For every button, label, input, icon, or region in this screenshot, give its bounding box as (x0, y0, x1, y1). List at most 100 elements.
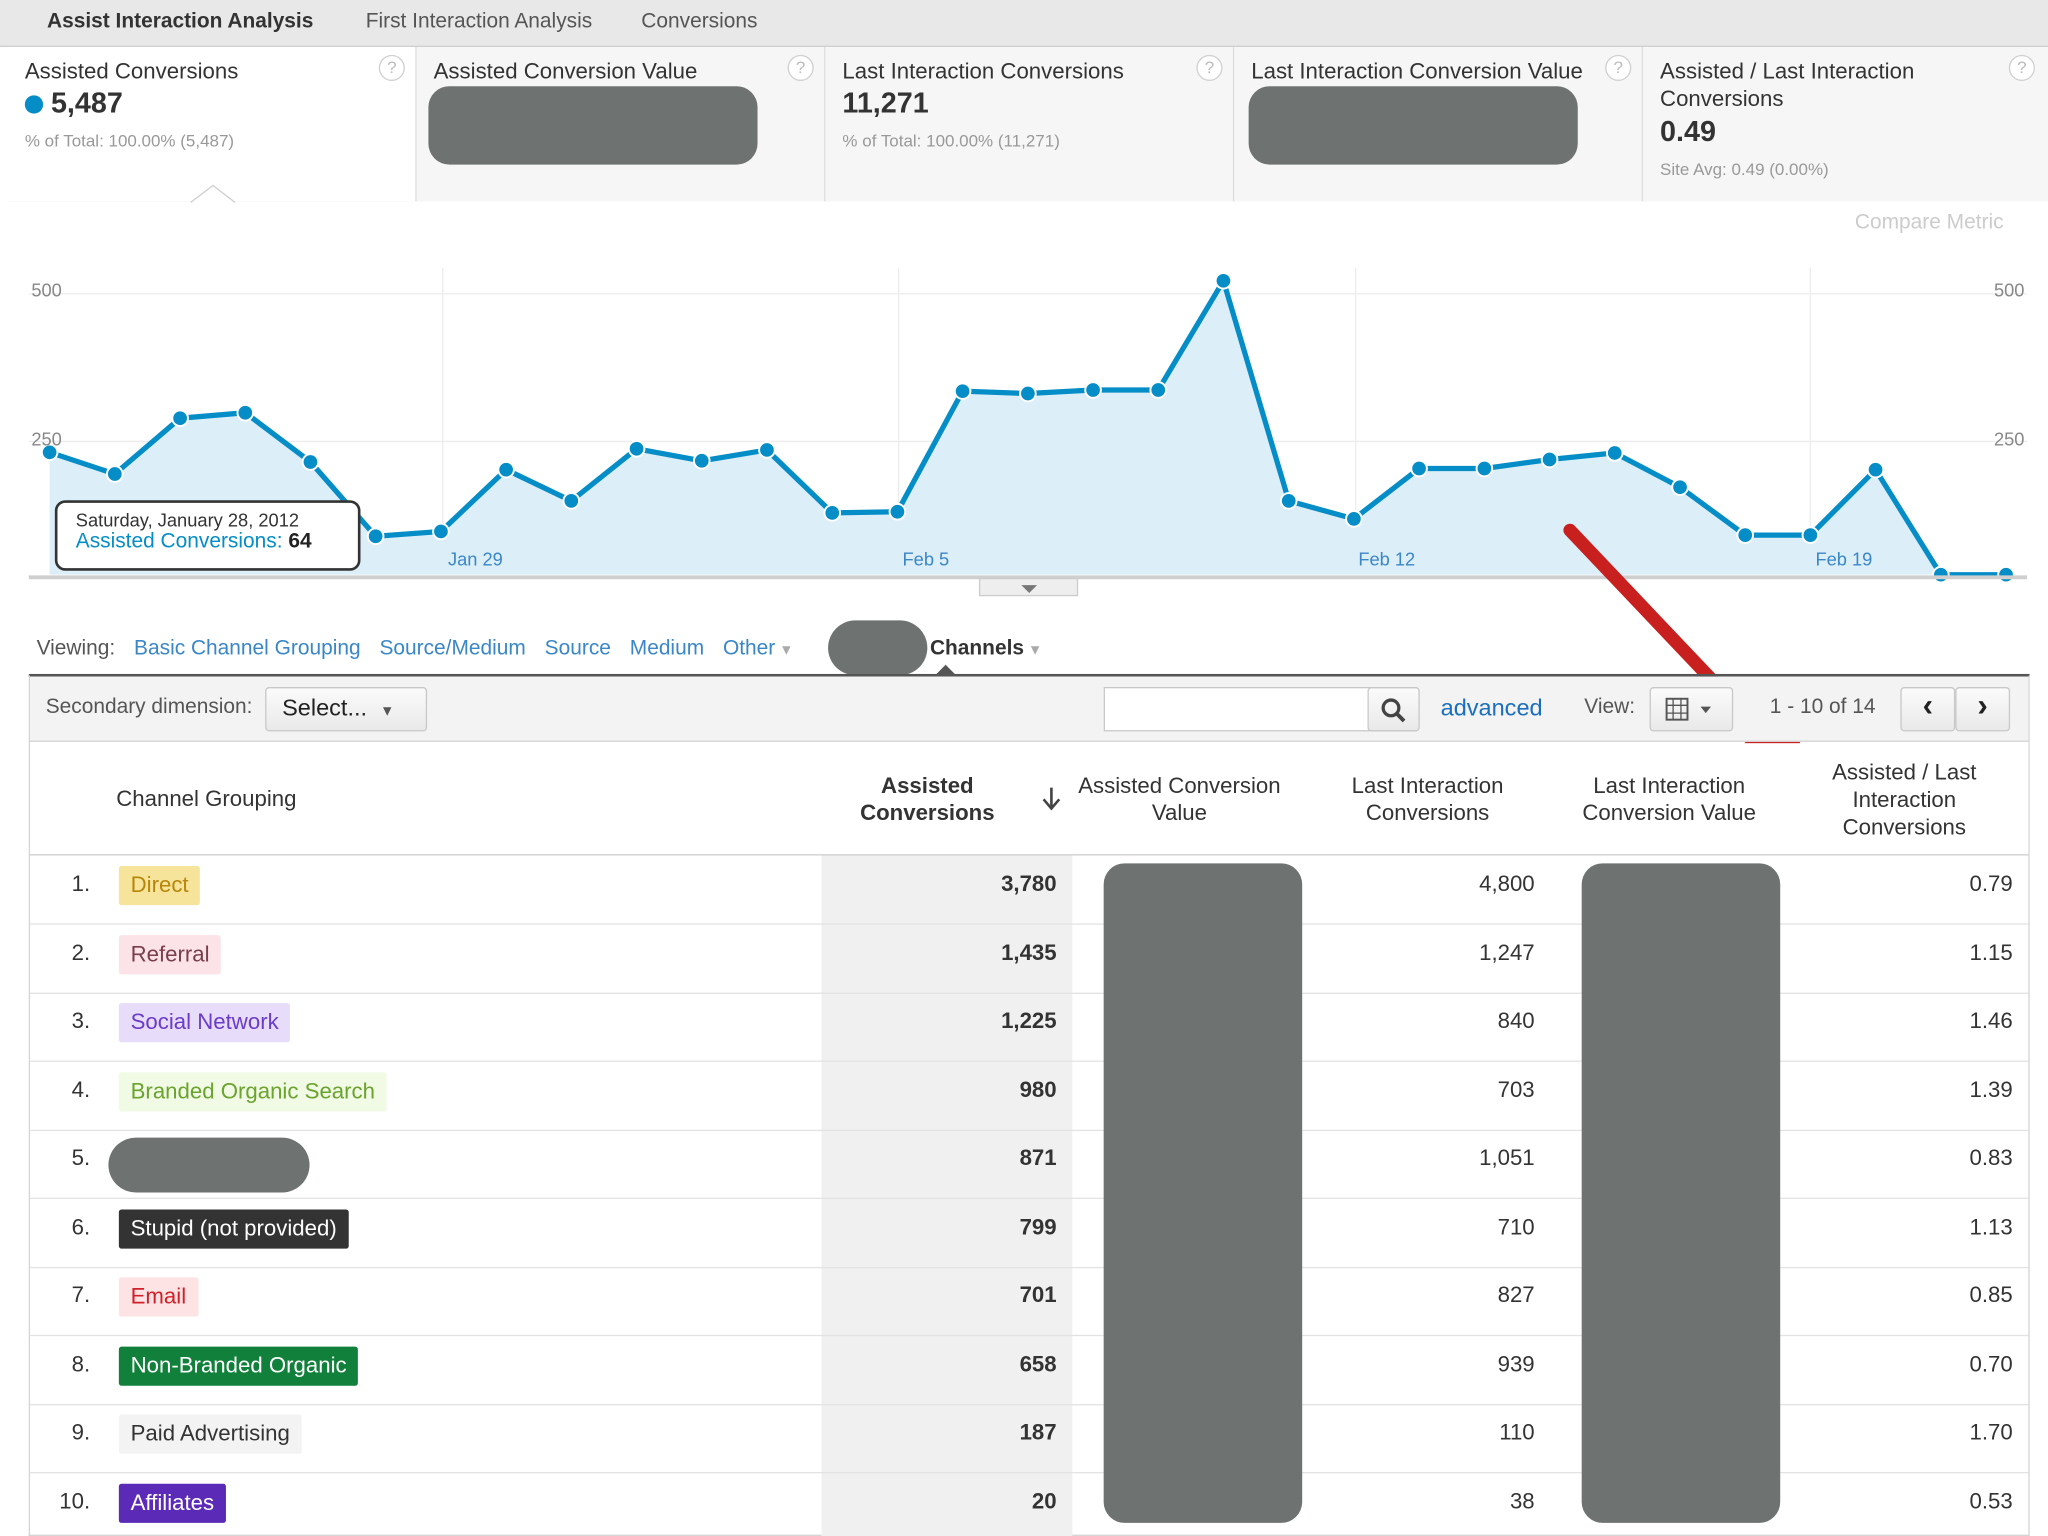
table-row[interactable]: 10. Affiliates 20 38 0.53 (30, 1473, 2028, 1536)
other-dropdown[interactable]: Other (722, 637, 776, 660)
data-point[interactable] (432, 522, 450, 541)
col-last-interaction-conversions[interactable]: Last Interaction Conversions (1351, 773, 1504, 826)
channel-badge[interactable]: Non-Branded Organic (118, 1345, 359, 1386)
last-interaction-conversions-cell: 110 (1499, 1419, 1535, 1445)
col-assisted-conversions[interactable]: Assisted Conversions (860, 773, 995, 826)
table-row[interactable]: 3. Social Network 1,225 840 1.46 (30, 993, 2029, 1062)
tab-first-interaction-analysis[interactable]: First Interaction Analysis (365, 10, 593, 33)
ratio-cell: 1.39 (1969, 1076, 2013, 1102)
data-point[interactable] (1932, 565, 1950, 584)
data-point[interactable] (1605, 444, 1624, 462)
secondary-dimension-select[interactable]: Select... ▼ (265, 687, 428, 732)
col-assisted-last-ratio[interactable]: Assisted / Last Interaction Conversions (1832, 760, 1977, 840)
assisted-conversions-cell: 871 (1019, 1145, 1057, 1171)
tab-assist-interaction-analysis[interactable]: Assist Interaction Analysis (47, 10, 314, 33)
help-icon[interactable]: ? (787, 54, 814, 81)
assisted-conversions-cell: 20 (1031, 1488, 1057, 1514)
basic-channel-grouping-link[interactable]: Basic Channel Grouping (134, 637, 361, 660)
data-point[interactable] (301, 453, 320, 471)
redacted-column (1581, 863, 1781, 1523)
col-last-interaction-conversion-value[interactable]: Last Interaction Conversion Value (1582, 773, 1757, 826)
channel-badge[interactable]: Stupid (not provided) (118, 1208, 349, 1248)
card-assisted-conversions[interactable]: Assisted Conversions 5,487 % of Total: 1… (7, 47, 417, 203)
channel-badge[interactable]: Branded Organic Search (118, 1071, 387, 1111)
card-assisted-conversion-value[interactable]: Assisted Conversion Value ? (416, 47, 826, 202)
data-point[interactable] (888, 502, 907, 521)
data-point[interactable] (1149, 381, 1168, 399)
data-point[interactable] (1475, 459, 1494, 478)
data-point[interactable] (627, 439, 646, 458)
channel-badge[interactable]: Social Network (118, 1003, 291, 1043)
table-row[interactable]: 1. Direct 3,780 4,800 0.79 (30, 855, 2029, 925)
data-point[interactable] (1801, 526, 1820, 544)
data-point[interactable] (1019, 384, 1037, 403)
table-row[interactable]: 4. Branded Organic Search 980 703 1.39 (30, 1061, 2029, 1131)
data-point[interactable] (1279, 492, 1298, 510)
data-point[interactable] (40, 443, 59, 462)
data-point[interactable] (1345, 510, 1363, 528)
source-link[interactable]: Source (544, 637, 611, 660)
col-assisted-conversion-value[interactable]: Assisted Conversion Value (1078, 773, 1281, 826)
card-assisted-last-ratio[interactable]: Assisted / Last Interaction Conversions … (1643, 47, 2048, 202)
chart-tooltip: Saturday, January 28, 2012 Assisted Conv… (54, 500, 361, 571)
viewing-label: Viewing: (36, 637, 116, 660)
data-point[interactable] (105, 465, 124, 483)
data-point[interactable] (1671, 478, 1689, 496)
table-search-input[interactable] (1103, 687, 1418, 732)
ratio-cell: 1.13 (1969, 1214, 2013, 1239)
help-icon[interactable]: ? (1605, 54, 1632, 81)
help-icon[interactable]: ? (1196, 54, 1223, 81)
tab-conversions[interactable]: Conversions (641, 10, 758, 33)
table-row[interactable]: 2. Referral 1,435 1,247 1.15 (30, 924, 2029, 994)
prev-page-button[interactable]: ‹ (1900, 687, 1956, 732)
col-channel-grouping[interactable]: Channel Grouping (116, 786, 297, 812)
row-number: 3. (71, 1008, 91, 1034)
data-point[interactable] (497, 460, 515, 479)
data-point[interactable] (823, 504, 842, 522)
help-icon[interactable]: ? (2008, 54, 2035, 81)
sort-down-arrow-icon[interactable] (1041, 785, 1062, 811)
next-page-button[interactable]: › (1955, 687, 2011, 732)
data-point[interactable] (1084, 381, 1102, 399)
card-last-interaction-conversions[interactable]: Last Interaction Conversions 11,271 % of… (825, 47, 1235, 202)
channels-label: Channels (929, 637, 1025, 660)
data-point[interactable] (758, 441, 776, 459)
search-button[interactable] (1367, 687, 1420, 732)
last-interaction-conversions-cell: 827 (1497, 1282, 1535, 1308)
advanced-filter-link[interactable]: advanced (1440, 694, 1543, 721)
data-point[interactable] (1866, 460, 1885, 479)
table-row[interactable]: 8. Non-Branded Organic 658 939 0.70 (30, 1335, 2029, 1405)
data-point[interactable] (1736, 526, 1755, 544)
card-last-interaction-conversion-value[interactable]: Last Interaction Conversion Value ? (1234, 47, 1644, 202)
medium-link[interactable]: Medium (629, 637, 705, 660)
data-point[interactable] (562, 492, 581, 510)
x-tick-label: Feb 12 (1358, 549, 1415, 570)
table-header: Channel Grouping Assisted Conversions As… (30, 743, 2029, 856)
line-chart[interactable]: 500 250 500 250 Jan 29 Feb 5 Feb 12 Feb 19 (0, 202, 2048, 607)
channels-tab[interactable]: Channels ▼ (929, 637, 1043, 660)
table-row[interactable]: 7. Email 701 827 0.85 (30, 1267, 2029, 1337)
data-point[interactable] (1410, 459, 1428, 478)
data-point[interactable] (171, 409, 189, 428)
last-interaction-conversions-cell: 703 (1497, 1076, 1535, 1102)
channel-badge[interactable]: Direct (118, 865, 201, 906)
data-point[interactable] (236, 403, 255, 422)
table-row[interactable]: 9. Paid Advertising 187 110 1.70 (30, 1404, 2029, 1474)
source-medium-link[interactable]: Source/Medium (379, 637, 526, 660)
data-point[interactable] (1997, 565, 2015, 584)
view-type-select[interactable] (1649, 687, 1734, 732)
help-icon[interactable]: ? (378, 54, 405, 81)
table-row[interactable]: 6. Stupid (not provided) 799 710 1.13 (30, 1198, 2029, 1268)
compare-metric-link[interactable]: Compare Metric (1854, 211, 2004, 234)
data-point[interactable] (366, 527, 385, 546)
data-point[interactable] (1540, 450, 1559, 469)
data-point[interactable] (953, 382, 972, 400)
channel-badge[interactable]: Paid Advertising (118, 1414, 302, 1454)
channel-badge[interactable]: Email (118, 1277, 198, 1317)
table-row[interactable]: 5. 871 1,051 0.83 (30, 1130, 2029, 1199)
data-point[interactable] (692, 451, 711, 470)
channel-badge[interactable]: Affiliates (118, 1483, 226, 1523)
data-point[interactable] (1214, 271, 1233, 290)
chevron-down-icon (1021, 585, 1038, 593)
channel-badge[interactable]: Referral (118, 934, 222, 974)
